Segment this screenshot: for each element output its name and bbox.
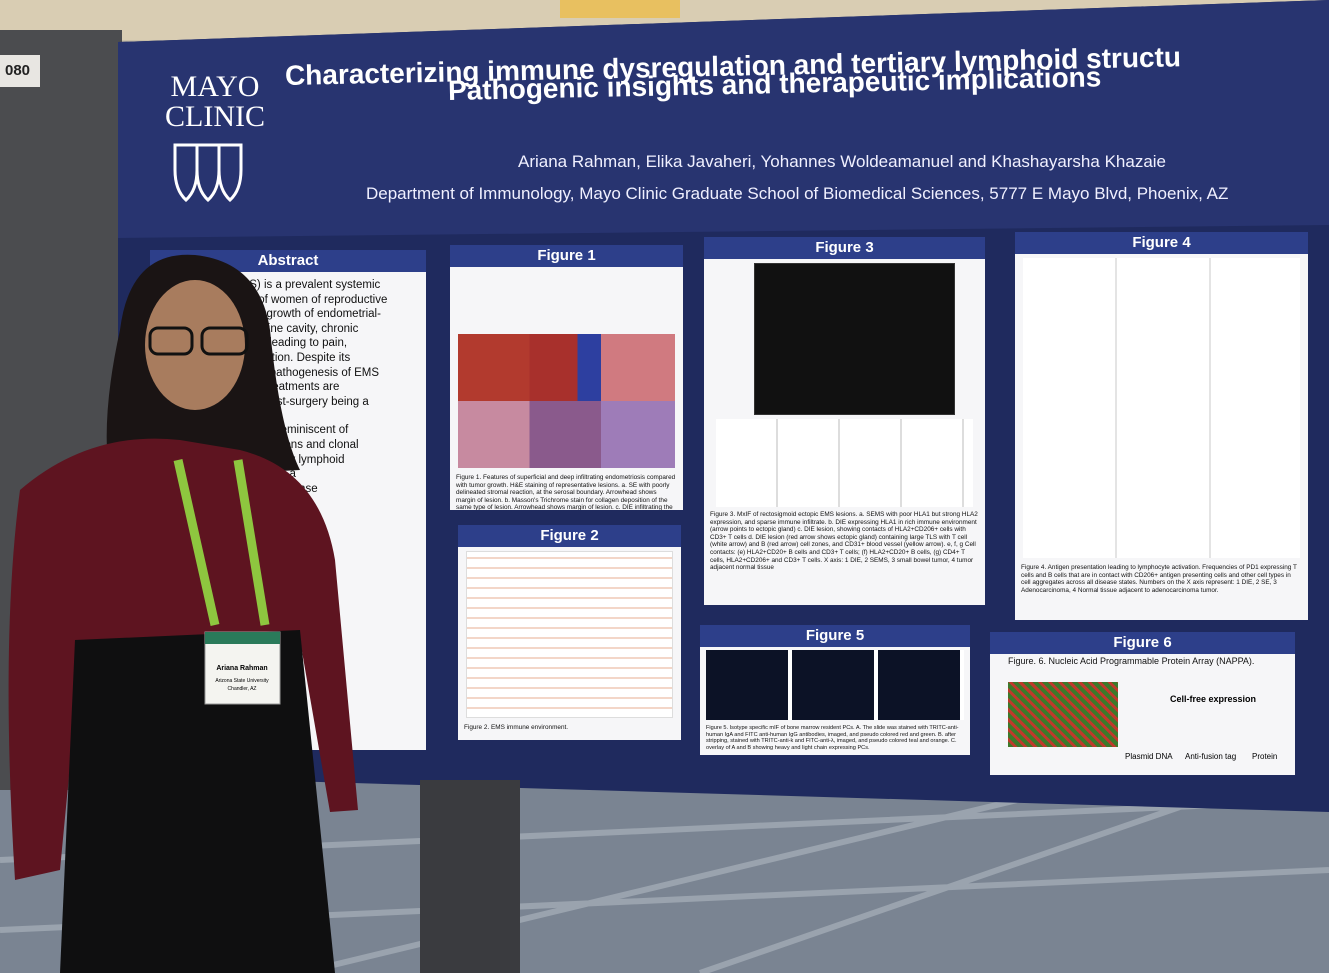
figure-panel: Figure 5 Figure 5. Isotype specific mIF … bbox=[700, 625, 970, 755]
diagram-label: Cell-free expression bbox=[1170, 694, 1257, 704]
figure-panel: Figure 4 Figure 4. Antigen presentation … bbox=[1015, 232, 1308, 620]
panel-heading: Figure 5 bbox=[700, 625, 970, 647]
figure-caption: Figure 4. Antigen presentation leading t… bbox=[1021, 564, 1297, 594]
chair bbox=[420, 780, 520, 973]
authors: Ariana Rahman, Elika Javaheri, Yohannes … bbox=[518, 152, 1167, 171]
logo: MAYO CLINIC bbox=[155, 72, 275, 132]
diagram-label: Anti-fusion tag bbox=[1185, 752, 1237, 761]
abstract-line: EMS) is a prevalent systemic bbox=[232, 279, 381, 291]
face bbox=[145, 280, 245, 410]
badge-location: Chandler, AZ bbox=[228, 686, 257, 692]
figure-panel: Figure 1 Figure 1. Features of superfici… bbox=[450, 245, 683, 510]
poster-header bbox=[118, 0, 1329, 238]
figure-panel: Figure 6 Figure. 6. Nucleic Acid Program… bbox=[990, 632, 1295, 775]
panel-heading: Figure 3 bbox=[704, 237, 985, 259]
glasses bbox=[200, 326, 249, 356]
badge-org: Arizona State University bbox=[215, 678, 269, 684]
blouse bbox=[8, 438, 358, 880]
badge-band bbox=[205, 632, 280, 644]
figure-image bbox=[458, 334, 675, 468]
figure-caption: Figure 1. Features of superficial and de… bbox=[456, 474, 676, 510]
glasses bbox=[148, 326, 194, 356]
light bbox=[560, 0, 680, 18]
panel-heading: Figure 4 bbox=[1015, 232, 1308, 254]
lanyard bbox=[173, 459, 270, 626]
figure-image bbox=[706, 650, 964, 720]
figure-image bbox=[754, 263, 955, 415]
affiliation: Department of Immunology, Mayo Clinic Gr… bbox=[366, 184, 1229, 203]
carpet-pattern bbox=[0, 777, 1329, 973]
panel-heading: Figure 6 bbox=[990, 632, 1295, 654]
abstract-line: by the growth of endometrial- bbox=[232, 308, 381, 321]
figure-image bbox=[466, 551, 673, 718]
booth-sign bbox=[0, 55, 40, 87]
logo-shield bbox=[173, 143, 243, 203]
array-image bbox=[1008, 682, 1118, 747]
badge-name: Ariana Rahman bbox=[216, 665, 267, 672]
diagram-label: Plasmid DNA bbox=[1125, 752, 1173, 761]
diagram-label: Protein bbox=[1252, 752, 1278, 761]
figure-caption: Figure. 6. Nucleic Acid Programmable Pro… bbox=[1008, 656, 1255, 666]
figure-panel: Figure 3 Figure 3. MxIF of rectosigmoid … bbox=[704, 237, 985, 605]
figure-caption: Figure 3. MxIF of rectosigmoid ectopic E… bbox=[710, 511, 978, 572]
figure-image bbox=[716, 419, 973, 507]
logo-word: CLINIC bbox=[165, 100, 265, 133]
skirt bbox=[60, 630, 335, 973]
figure-image bbox=[1023, 258, 1300, 558]
panel-heading: Figure 2 bbox=[458, 525, 681, 547]
booth-number: 080 bbox=[5, 62, 31, 79]
logo-word: MAYO bbox=[170, 70, 260, 103]
figure-caption: Figure 2. EMS immune environment. bbox=[464, 724, 569, 731]
abstract-line: 10% of women of reproductive bbox=[232, 293, 388, 306]
figure-caption: Figure 5. Isotype specific mIF of bone m… bbox=[706, 725, 959, 751]
panel-heading: Figure 1 bbox=[450, 245, 683, 267]
figure-panel: Figure 2 Figure 2. EMS immune environmen… bbox=[458, 525, 681, 740]
